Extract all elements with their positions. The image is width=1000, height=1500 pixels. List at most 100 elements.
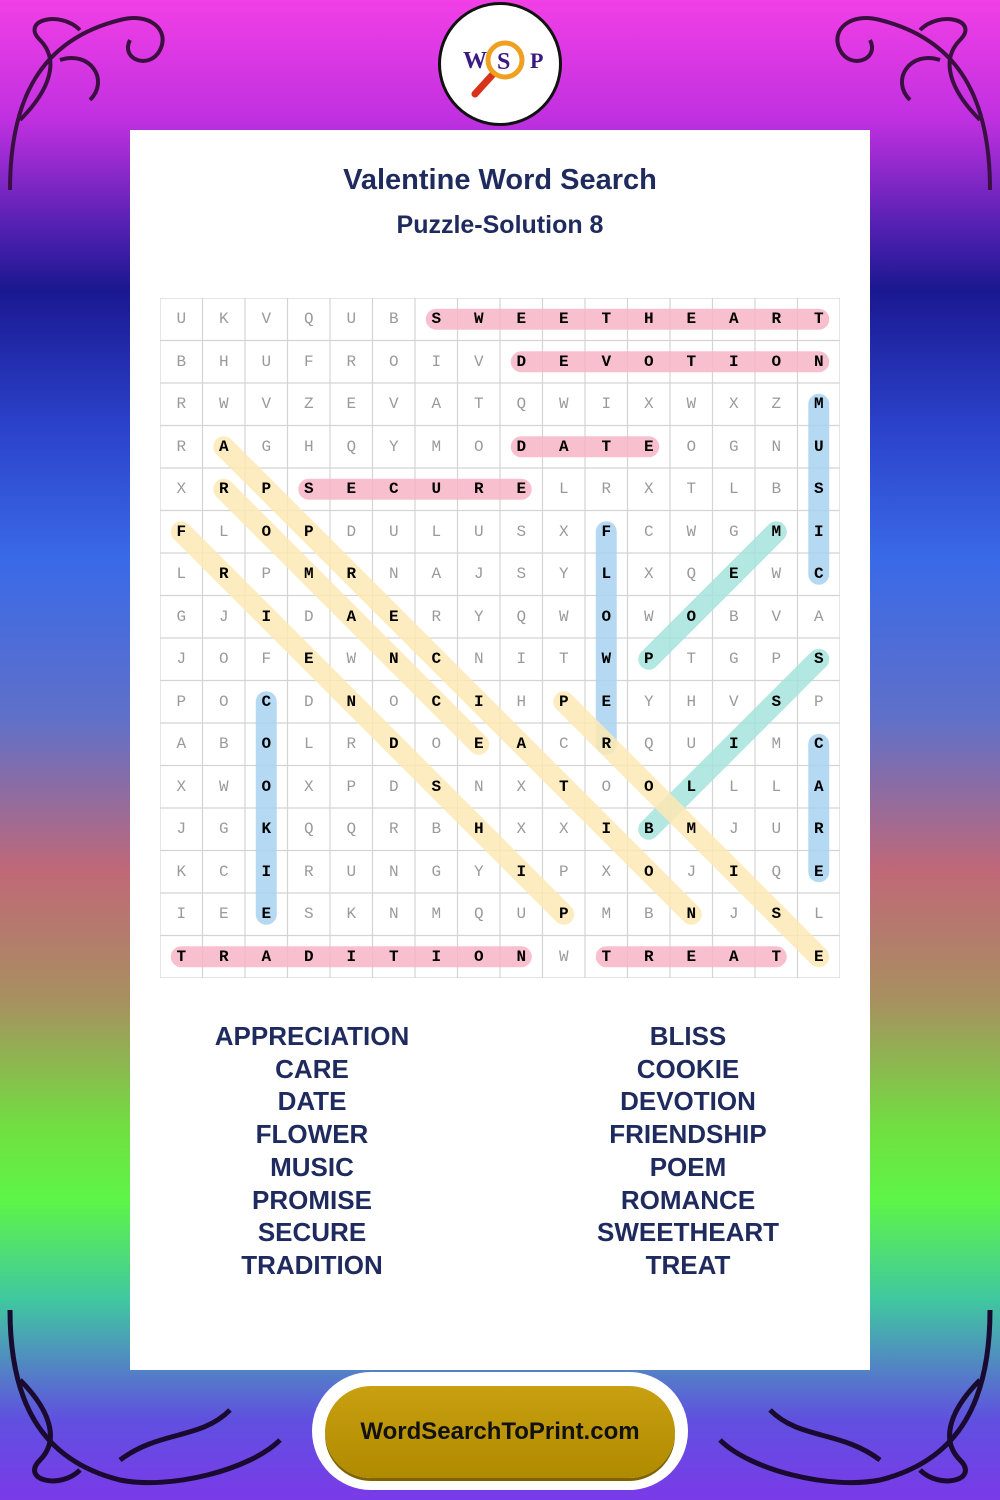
grid-cell[interactable]: O	[686, 437, 697, 456]
grid-cell[interactable]: W	[558, 947, 569, 966]
grid-cell[interactable]: C	[558, 735, 569, 754]
grid-cell[interactable]: R	[346, 565, 357, 584]
grid-cell[interactable]: I	[601, 820, 612, 839]
grid-cell[interactable]: B	[218, 735, 229, 754]
grid-cell[interactable]: I	[728, 862, 739, 881]
grid-cell[interactable]: I	[601, 395, 612, 414]
grid-cell[interactable]: J	[686, 862, 697, 881]
grid-cell[interactable]: J	[176, 650, 187, 669]
grid-cell[interactable]: P	[771, 650, 782, 669]
grid-cell[interactable]: H	[686, 692, 697, 711]
grid-cell[interactable]: Y	[473, 607, 484, 626]
grid-cell[interactable]: S	[303, 480, 314, 499]
grid-cell[interactable]: Q	[346, 437, 357, 456]
grid-cell[interactable]: Q	[516, 395, 527, 414]
grid-cell[interactable]: Y	[643, 692, 654, 711]
grid-cell[interactable]: I	[176, 905, 187, 924]
grid-cell[interactable]: X	[558, 820, 569, 839]
grid-cell[interactable]: Q	[346, 820, 357, 839]
grid-cell[interactable]: M	[771, 522, 782, 541]
grid-cell[interactable]: R	[601, 735, 612, 754]
grid-cell[interactable]: L	[686, 777, 697, 796]
grid-cell[interactable]: R	[346, 352, 357, 371]
grid-cell[interactable]: C	[218, 862, 229, 881]
grid-cell[interactable]: U	[346, 862, 357, 881]
grid-cell[interactable]: I	[473, 692, 484, 711]
grid-cell[interactable]: R	[771, 310, 782, 329]
grid-cell[interactable]: R	[218, 565, 229, 584]
grid-cell[interactable]: P	[176, 692, 187, 711]
grid-cell[interactable]: L	[771, 777, 782, 796]
grid-cell[interactable]: V	[261, 395, 272, 414]
grid-cell[interactable]: I	[261, 862, 272, 881]
grid-cell[interactable]: F	[601, 522, 612, 541]
grid-cell[interactable]: Q	[771, 862, 782, 881]
grid-cell[interactable]: L	[813, 905, 824, 924]
grid-cell[interactable]: B	[176, 352, 187, 371]
grid-cell[interactable]: O	[431, 735, 442, 754]
grid-cell[interactable]: J	[176, 820, 187, 839]
wsp-logo[interactable]: W S P	[438, 2, 562, 126]
grid-cell[interactable]: V	[728, 692, 739, 711]
grid-cell[interactable]: P	[261, 480, 272, 499]
grid-cell[interactable]: E	[516, 310, 527, 329]
grid-cell[interactable]: L	[431, 522, 442, 541]
grid-cell[interactable]: S	[303, 905, 314, 924]
grid-cell[interactable]: D	[516, 352, 527, 371]
grid-cell[interactable]: O	[473, 437, 484, 456]
grid-cell[interactable]: V	[261, 310, 272, 329]
grid-cell[interactable]: N	[473, 650, 484, 669]
grid-cell[interactable]: N	[473, 777, 484, 796]
grid-cell[interactable]: D	[388, 735, 399, 754]
grid-cell[interactable]: W	[558, 607, 569, 626]
grid-cell[interactable]: W	[346, 650, 357, 669]
grid-cell[interactable]: O	[388, 692, 399, 711]
grid-cell[interactable]: H	[643, 310, 654, 329]
grid-cell[interactable]: A	[431, 565, 442, 584]
grid-cell[interactable]: N	[771, 437, 782, 456]
grid-cell[interactable]: V	[388, 395, 399, 414]
grid-cell[interactable]: A	[516, 735, 527, 754]
grid-cell[interactable]: K	[218, 310, 229, 329]
grid-cell[interactable]: D	[516, 437, 527, 456]
grid-cell[interactable]: G	[728, 522, 739, 541]
grid-cell[interactable]: I	[728, 352, 739, 371]
grid-cell[interactable]: O	[261, 522, 272, 541]
grid-cell[interactable]: T	[601, 310, 612, 329]
grid-cell[interactable]: O	[218, 650, 229, 669]
grid-cell[interactable]: W	[686, 522, 697, 541]
grid-cell[interactable]: X	[643, 565, 654, 584]
grid-cell[interactable]: O	[388, 352, 399, 371]
grid-cell[interactable]: A	[728, 947, 739, 966]
grid-cell[interactable]: I	[813, 522, 824, 541]
grid-cell[interactable]: C	[813, 565, 824, 584]
grid-cell[interactable]: M	[431, 905, 442, 924]
grid-cell[interactable]: W	[218, 395, 229, 414]
grid-cell[interactable]: E	[558, 352, 569, 371]
grid-cell[interactable]: E	[813, 862, 824, 881]
grid-cell[interactable]: U	[176, 310, 187, 329]
grid-cell[interactable]: B	[643, 820, 654, 839]
grid-cell[interactable]: C	[431, 650, 442, 669]
grid-cell[interactable]: T	[176, 947, 187, 966]
grid-cell[interactable]: E	[813, 947, 824, 966]
grid-cell[interactable]: W	[771, 565, 782, 584]
grid-cell[interactable]: O	[643, 352, 654, 371]
grid-cell[interactable]: L	[303, 735, 314, 754]
grid-cell[interactable]: T	[473, 395, 484, 414]
grid-cell[interactable]: I	[431, 947, 442, 966]
grid-cell[interactable]: I	[431, 352, 442, 371]
grid-cell[interactable]: A	[813, 777, 824, 796]
grid-cell[interactable]: L	[218, 522, 229, 541]
grid-cell[interactable]: X	[176, 480, 187, 499]
grid-cell[interactable]: X	[516, 777, 527, 796]
grid-cell[interactable]: D	[303, 692, 314, 711]
grid-cell[interactable]: R	[346, 735, 357, 754]
grid-cell[interactable]: O	[261, 735, 272, 754]
grid-cell[interactable]: S	[431, 777, 442, 796]
grid-cell[interactable]: C	[388, 480, 399, 499]
grid-cell[interactable]: R	[643, 947, 654, 966]
grid-cell[interactable]: S	[813, 480, 824, 499]
grid-cell[interactable]: F	[303, 352, 314, 371]
grid-cell[interactable]: M	[431, 437, 442, 456]
